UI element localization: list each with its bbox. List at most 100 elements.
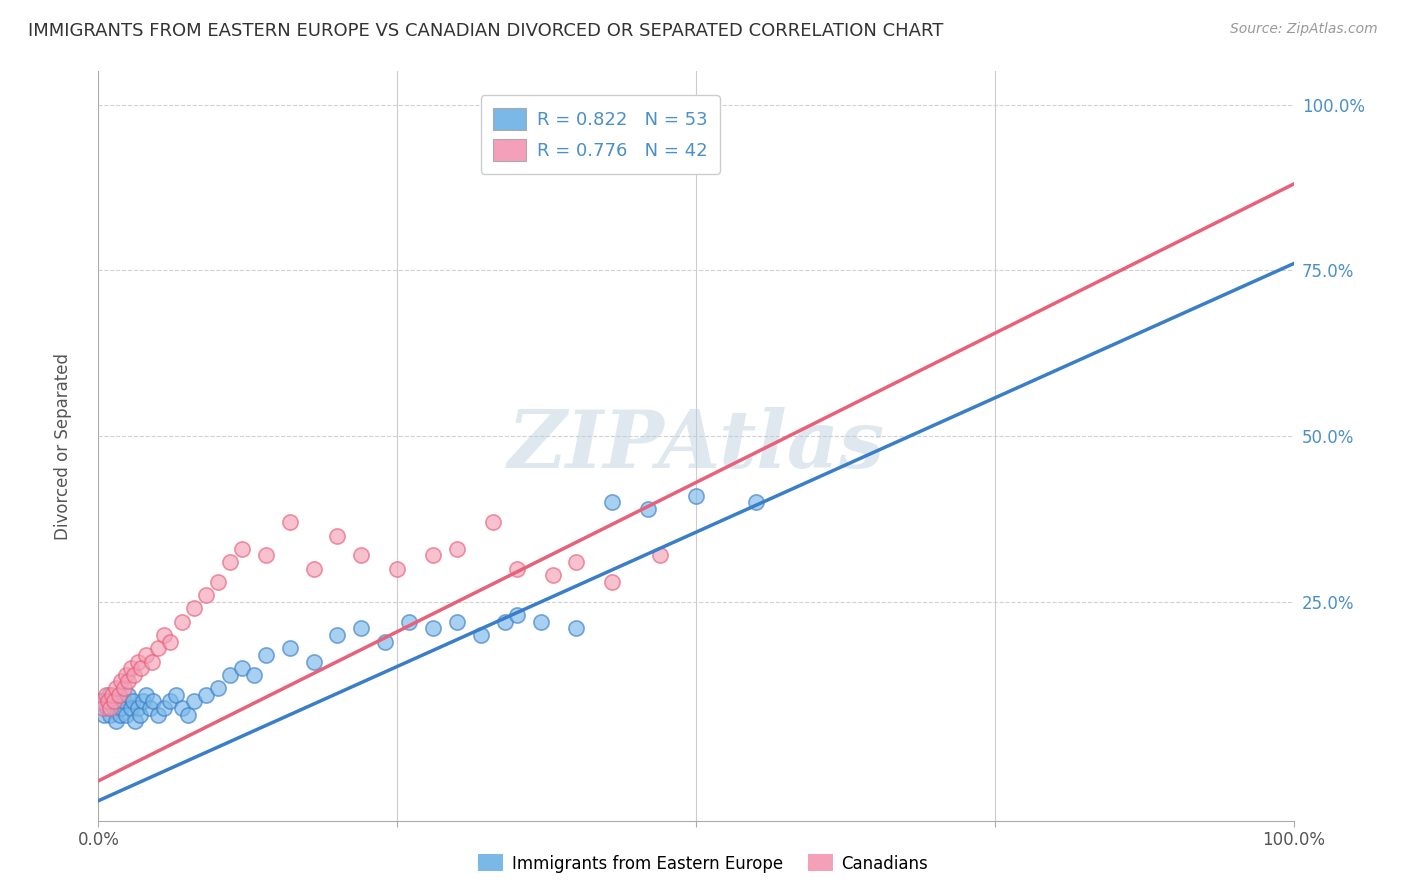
Point [96,701,118,715]
Point [165,688,187,702]
Point [124,667,146,681]
Point [103,701,125,715]
Point [422,549,444,563]
Point [97,694,120,708]
Point [139,701,162,715]
Point [207,681,229,695]
Point [231,661,253,675]
Point [172,615,194,629]
Point [446,615,468,629]
Point [219,667,242,681]
Text: Source: ZipAtlas.com: Source: ZipAtlas.com [1230,22,1378,37]
Point [148,707,170,722]
Legend: R = 0.822   N = 53, R = 0.776   N = 42: R = 0.822 N = 53, R = 0.776 N = 42 [481,95,720,174]
Point [207,574,229,589]
Point [172,701,194,715]
Point [302,562,325,576]
Point [127,701,149,715]
Point [91,701,114,715]
Point [110,674,132,689]
Point [112,681,135,695]
Point [350,549,373,563]
Point [350,621,373,635]
Point [398,615,420,629]
Point [90,694,112,708]
Point [231,541,253,556]
Point [637,502,659,516]
Point [685,489,707,503]
Point [117,688,139,702]
Point [482,515,505,529]
Point [470,628,492,642]
Point [110,701,132,715]
Point [135,648,157,662]
Point [94,688,117,702]
Point [159,694,181,708]
Point [602,574,624,589]
Point [153,628,176,642]
Point [195,588,218,602]
Point [124,714,146,728]
Point [101,694,124,708]
Point [93,707,115,722]
Point [745,495,768,509]
Point [565,555,588,569]
Point [278,641,301,656]
Point [326,528,349,542]
Point [112,694,135,708]
Point [131,661,153,675]
Point [326,628,349,642]
Point [142,694,165,708]
Point [494,615,516,629]
Point [131,694,153,708]
Point [91,694,114,708]
Point [108,707,131,722]
Point [183,694,205,708]
Point [153,701,176,715]
Point [98,707,122,722]
Point [602,495,624,509]
Point [115,667,138,681]
Point [117,674,139,689]
Text: IMMIGRANTS FROM EASTERN EUROPE VS CANADIAN DIVORCED OR SEPARATED CORRELATION CHA: IMMIGRANTS FROM EASTERN EUROPE VS CANADI… [28,22,943,40]
Point [115,707,138,722]
Point [278,515,301,529]
Point [183,601,205,615]
Point [243,667,266,681]
Point [148,641,170,656]
Point [422,621,444,635]
Point [98,701,122,715]
Point [374,634,396,648]
Point [129,707,152,722]
Point [159,634,181,648]
Point [254,648,277,662]
Point [122,694,145,708]
Point [650,549,672,563]
Point [105,681,128,695]
Point [219,555,242,569]
Text: ZIPAtlas: ZIPAtlas [508,408,884,484]
Point [127,655,149,669]
Point [120,701,142,715]
Point [141,655,163,669]
Legend: Immigrants from Eastern Europe, Canadians: Immigrants from Eastern Europe, Canadian… [471,847,935,880]
Point [100,688,122,702]
Point [302,655,325,669]
Point [506,562,529,576]
Point [135,688,157,702]
Text: Divorced or Separated: Divorced or Separated [55,352,72,540]
Point [254,549,277,563]
Point [107,688,129,702]
Point [103,694,125,708]
Point [195,688,218,702]
Point [541,568,564,582]
Point [177,707,200,722]
Point [385,562,409,576]
Point [107,694,129,708]
Point [120,661,142,675]
Point [98,688,121,702]
Point [506,608,529,623]
Point [565,621,588,635]
Point [446,541,468,556]
Point [530,615,553,629]
